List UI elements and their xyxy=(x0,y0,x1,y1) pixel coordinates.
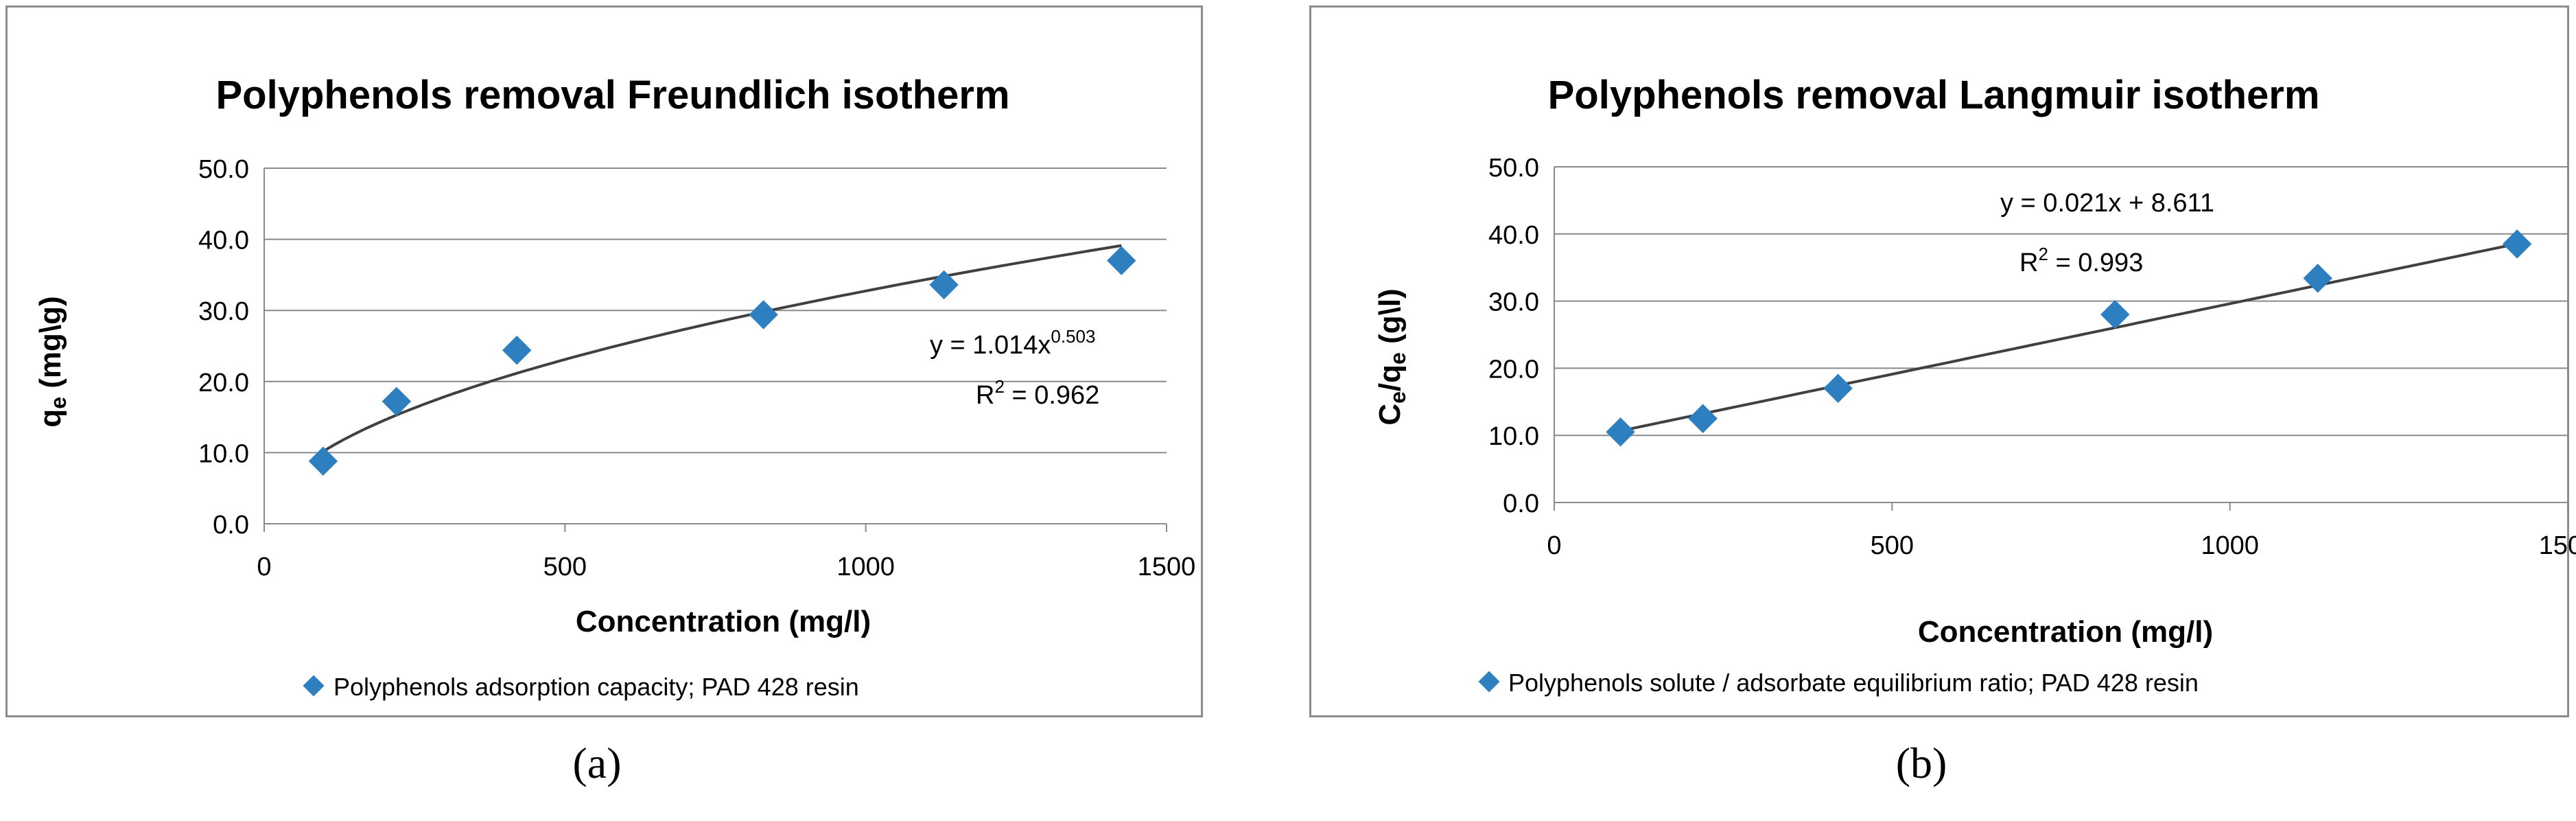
chart-b-x-ticks: 0 500 1000 1500 xyxy=(1547,502,2576,560)
chart-a-y-ticks: 0.0 10.0 20.0 30.0 40.0 50.0 xyxy=(198,155,249,540)
b-data-point xyxy=(1823,373,1853,403)
b-x-tick-label: 1500 xyxy=(2539,531,2576,560)
chart-a-x-ticks: 0 500 1000 1500 xyxy=(257,524,1195,581)
a-y-tick-label: 0.0 xyxy=(213,511,249,540)
chart-b-r-squared: R2 = 0.993 xyxy=(2019,244,2143,277)
b-y-tick-label: 20.0 xyxy=(1488,355,1539,384)
panel-label-a: (a) xyxy=(572,739,622,787)
chart-b-y-axis-label: Ce/qe (g\l) xyxy=(1373,288,1410,425)
a-y-tick-label: 30.0 xyxy=(198,297,249,326)
a-data-point xyxy=(1107,246,1136,275)
chart-b-trend-equation: y = 0.021x + 8.611 xyxy=(2000,189,2214,218)
a-x-tick-label: 1500 xyxy=(1138,553,1196,581)
chart-a-gridlines xyxy=(264,167,1167,524)
chart-a-trendline xyxy=(322,244,1122,453)
b-y-tick-label: 50.0 xyxy=(1488,154,1539,183)
chart-a-data-points xyxy=(308,246,1136,476)
b-data-point xyxy=(2502,229,2532,259)
b-y-tick-label: 30.0 xyxy=(1488,288,1539,317)
a-x-tick-label: 500 xyxy=(543,553,587,581)
a-data-point xyxy=(308,446,338,476)
a-y-tick-label: 40.0 xyxy=(198,227,249,255)
chart-a: Polyphenols removal Freundlich isotherm … xyxy=(34,73,1195,701)
chart-b: Polyphenols removal Langmuir isotherm 0.… xyxy=(1373,73,2576,697)
chart-a-r-squared: R2 = 0.962 xyxy=(976,376,1099,410)
chart-a-x-axis-label: Concentration (mg/l) xyxy=(576,605,871,638)
chart-b-title: Polyphenols removal Langmuir isotherm xyxy=(1548,73,2320,117)
chart-a-legend-marker xyxy=(303,675,325,697)
chart-b-y-ticks: 0.0 10.0 20.0 30.0 40.0 50.0 xyxy=(1488,154,1539,518)
chart-b-trendline xyxy=(1620,242,2518,432)
b-x-tick-label: 500 xyxy=(1871,531,1914,560)
chart-a-y-axis-label: qe (mg\g) xyxy=(34,296,71,427)
b-y-tick-label: 10.0 xyxy=(1488,422,1539,451)
chart-b-frame xyxy=(1309,5,2569,717)
chart-b-legend-marker xyxy=(1478,671,1500,693)
a-y-tick-label: 20.0 xyxy=(198,369,249,397)
chart-b-legend: Polyphenols solute / adsorbate equilibri… xyxy=(1478,669,2199,697)
chart-a-trend-equation: y = 1.014x0.503 xyxy=(930,326,1095,360)
panel-label-b: (b) xyxy=(1895,739,1947,787)
b-x-tick-label: 1000 xyxy=(2201,531,2259,560)
chart-a-frame xyxy=(5,5,1203,717)
a-y-tick-label: 10.0 xyxy=(198,439,249,468)
b-y-tick-label: 40.0 xyxy=(1488,221,1539,250)
a-y-tick-label: 50.0 xyxy=(198,155,249,184)
chart-b-gridlines xyxy=(1554,166,2568,503)
chart-a-legend-label: Polyphenols adsorption capacity; PAD 428… xyxy=(333,673,859,701)
a-data-point xyxy=(929,270,959,300)
b-x-tick-label: 0 xyxy=(1547,531,1561,560)
b-y-tick-label: 0.0 xyxy=(1503,489,1539,518)
b-data-point xyxy=(2100,299,2130,329)
chart-a-title: Polyphenols removal Freundlich isotherm xyxy=(215,73,1009,117)
b-data-point xyxy=(1606,417,1635,447)
a-data-point xyxy=(749,300,778,329)
b-data-point xyxy=(1688,404,1718,433)
chart-b-legend-label: Polyphenols solute / adsorbate equilibri… xyxy=(1508,669,2199,697)
a-x-tick-label: 1000 xyxy=(836,553,895,581)
a-data-point xyxy=(502,336,532,365)
chart-b-x-axis-label: Concentration (mg/l) xyxy=(1918,615,2213,649)
chart-a-legend: Polyphenols adsorption capacity; PAD 428… xyxy=(303,673,859,701)
a-x-tick-label: 0 xyxy=(257,553,271,581)
